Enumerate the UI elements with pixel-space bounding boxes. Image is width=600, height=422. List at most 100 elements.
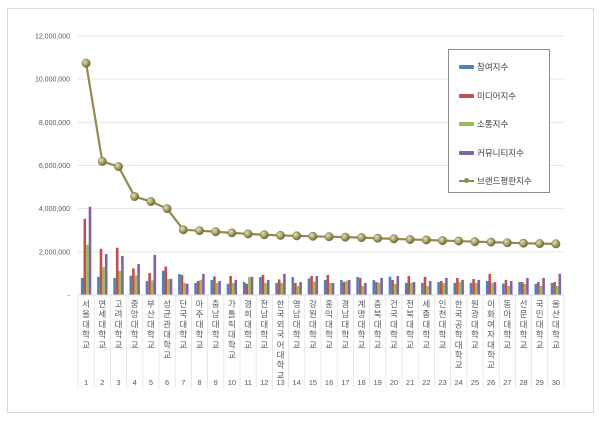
bar [218,280,221,295]
x-category-label: 강 [309,299,317,310]
bar [264,282,267,295]
bar [259,277,262,295]
bar [542,277,545,295]
x-rank-label: 22 [422,378,430,387]
bar [245,283,249,295]
line-marker [535,239,545,249]
x-rank-label: 24 [455,378,463,387]
line-marker [276,230,285,240]
bar [180,274,184,295]
bar [183,282,186,295]
bar [312,281,316,295]
bar [213,276,216,295]
x-category-label: 대 [487,341,495,351]
x-category-label: 학 [179,330,187,341]
x-category-label: 대 [455,341,463,351]
x-category-label: 대 [115,320,123,330]
x-category-label: 천 [439,309,447,320]
x-category-label: 대 [552,320,560,330]
line-marker [405,235,415,244]
bar [407,276,411,295]
x-category-label: 학 [277,360,285,371]
x-category-label: 교 [341,341,349,351]
bar [345,280,348,295]
bar [404,282,408,295]
bar [145,280,149,295]
bar [426,285,429,295]
bar [118,270,122,295]
x-category-label: 대 [277,351,285,361]
bar [491,282,494,295]
bar [485,280,489,295]
x-category-label: 학 [552,330,560,341]
x-category-label: 학 [341,330,349,341]
legend-swatch-icon [459,65,474,69]
x-rank-label: 18 [357,378,365,387]
x-category-label: 학 [131,330,139,341]
bar [294,282,297,295]
x-category-label: 울 [82,310,90,320]
x-rank-label: 16 [325,378,333,387]
bar [137,263,140,295]
x-category-label: 아 [503,309,511,320]
x-rank-label: 9 [214,378,218,387]
bar [331,282,335,295]
x-category-label: 공 [455,320,463,330]
bar [356,276,359,295]
bar [134,275,138,295]
x-category-label: 대 [196,320,204,330]
x-category-label: 교 [309,341,317,351]
x-category-label: 학 [115,330,123,341]
x-category-label: 남 [341,310,349,320]
legend-label: 브랜드평판지수 [477,177,532,187]
x-category-label: 이 [487,299,495,310]
x-category-label: 산 [147,309,155,320]
bar [469,282,473,295]
x-rank-label: 5 [149,378,153,387]
x-category-label: 교 [196,341,204,351]
bar [83,218,87,295]
line-marker [195,226,204,236]
x-rank-label: 30 [552,378,560,387]
bar [442,282,446,295]
x-category-label: 교 [277,371,285,381]
bar [509,280,513,295]
x-rank-label: 17 [341,378,349,387]
x-category-label: 대 [374,320,382,330]
line-marker [114,162,123,172]
x-category-label: 원 [309,310,317,320]
x-category-label: 학 [293,330,301,341]
x-category-label: 자 [487,331,495,341]
x-rank-label: 29 [536,378,544,387]
bar [364,282,367,295]
x-category-label: 화 [487,310,495,320]
x-category-label: 세 [422,300,430,310]
bar [437,282,440,295]
x-category-label: 국 [455,310,463,320]
x-category-label: 전 [406,299,414,310]
x-category-label: 대 [293,320,301,330]
bar [488,273,492,295]
x-category-label: 교 [358,341,366,351]
x-category-label: 대 [471,320,479,330]
x-rank-label: 7 [181,378,185,387]
x-category-label: 인 [439,299,447,310]
bar [242,282,246,295]
legend-swatch-icon [459,150,474,155]
x-rank-label: 27 [503,378,511,387]
y-tick-label: - [68,293,71,300]
x-category-label: 명 [358,309,366,320]
x-category-label: 희 [244,309,252,320]
line-marker [389,234,399,244]
line-series-brand-reputation [81,58,561,249]
bar [380,277,383,295]
bar [340,279,343,295]
x-category-label: 교 [503,341,511,351]
x-category-label: 학 [422,330,430,341]
x-category-label: 대 [212,320,220,330]
x-category-label: 교 [390,341,398,351]
legend-label: 참여지수 [477,63,509,73]
x-category-label: 앙 [131,309,139,320]
x-category-label: 충 [212,300,220,310]
bar [129,275,133,295]
